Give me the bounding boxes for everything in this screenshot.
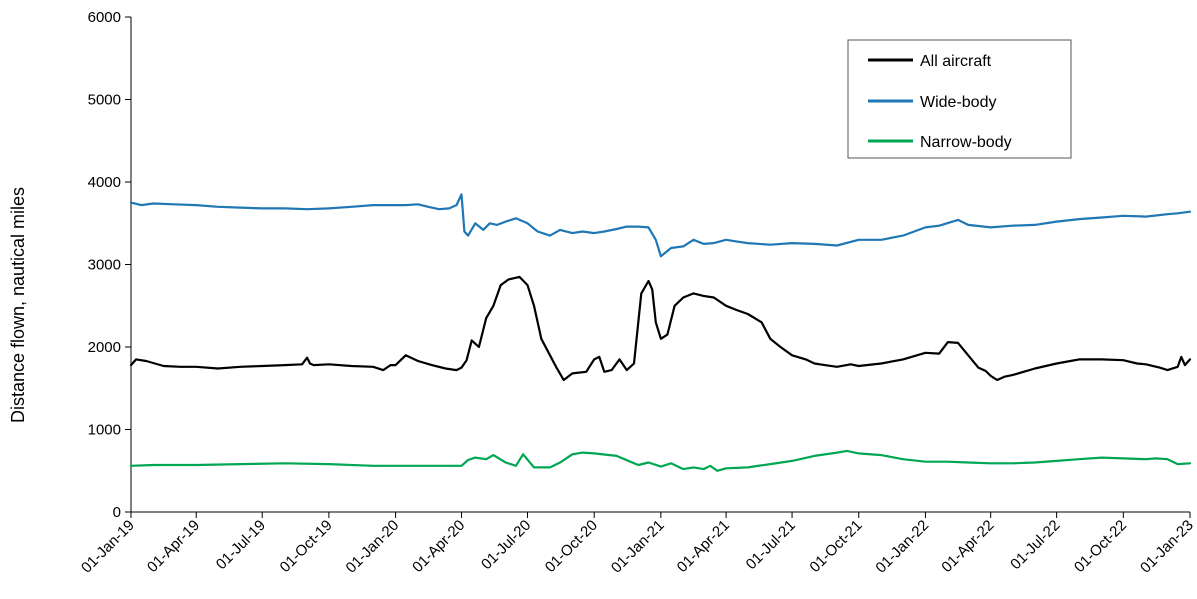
x-axis-ticks: 01-Jan-19 01-Apr-19 01-Jul-19 01-Oct-19 01-J… bbox=[78, 512, 1197, 577]
x-tick-label: 01-Apr-21 bbox=[674, 517, 733, 576]
y-axis-ticks: 0 1000 2000 3000 4000 5000 6000 bbox=[88, 9, 131, 521]
y-tick-label: 5000 bbox=[88, 92, 121, 109]
y-tick-label: 6000 bbox=[88, 9, 121, 26]
x-tick-label: 01-Jul-22 bbox=[1007, 517, 1063, 573]
legend-label-all-aircraft: All aircraft bbox=[920, 53, 992, 70]
x-tick-label: 01-Apr-19 bbox=[144, 517, 203, 576]
x-tick-label: 01-Jan-20 bbox=[343, 517, 403, 577]
x-tick-label: 01-Jul-19 bbox=[213, 517, 269, 573]
legend-label-wide-body: Wide-body bbox=[920, 94, 996, 111]
x-tick-label: 01-Jan-19 bbox=[78, 517, 138, 577]
y-tick-label: 1000 bbox=[88, 422, 121, 439]
x-tick-label: 01-Jan-21 bbox=[608, 517, 668, 577]
y-axis-title: Distance flown, nautical miles bbox=[8, 187, 28, 423]
y-tick-label: 2000 bbox=[88, 339, 121, 356]
x-tick-label: 01-Apr-22 bbox=[938, 517, 997, 576]
x-tick-label: 01-Apr-20 bbox=[409, 517, 468, 576]
y-tick-label: 0 bbox=[113, 504, 121, 521]
x-tick-label: 01-Jul-20 bbox=[478, 517, 534, 573]
series-layer bbox=[129, 193, 1192, 472]
y-tick-label: 4000 bbox=[88, 174, 121, 191]
series-line-wide-body bbox=[129, 193, 1192, 258]
legend-label-narrow-body: Narrow-body bbox=[920, 134, 1012, 151]
x-tick-label: 01-Jan-23 bbox=[1137, 517, 1197, 577]
y-tick-label: 3000 bbox=[88, 257, 121, 274]
legend: All aircraft Wide-body Narrow-body bbox=[847, 39, 1072, 159]
x-tick-label: 01-Oct-20 bbox=[542, 517, 601, 576]
series-line-narrow-body bbox=[129, 449, 1192, 472]
x-tick-label: 01-Jan-22 bbox=[872, 517, 932, 577]
x-tick-label: 01-Jul-21 bbox=[743, 517, 799, 573]
x-tick-label: 01-Oct-21 bbox=[806, 517, 865, 576]
x-tick-label: 01-Oct-22 bbox=[1071, 517, 1130, 576]
x-tick-label: 01-Oct-19 bbox=[277, 517, 336, 576]
series-line-all-aircraft bbox=[129, 275, 1192, 382]
